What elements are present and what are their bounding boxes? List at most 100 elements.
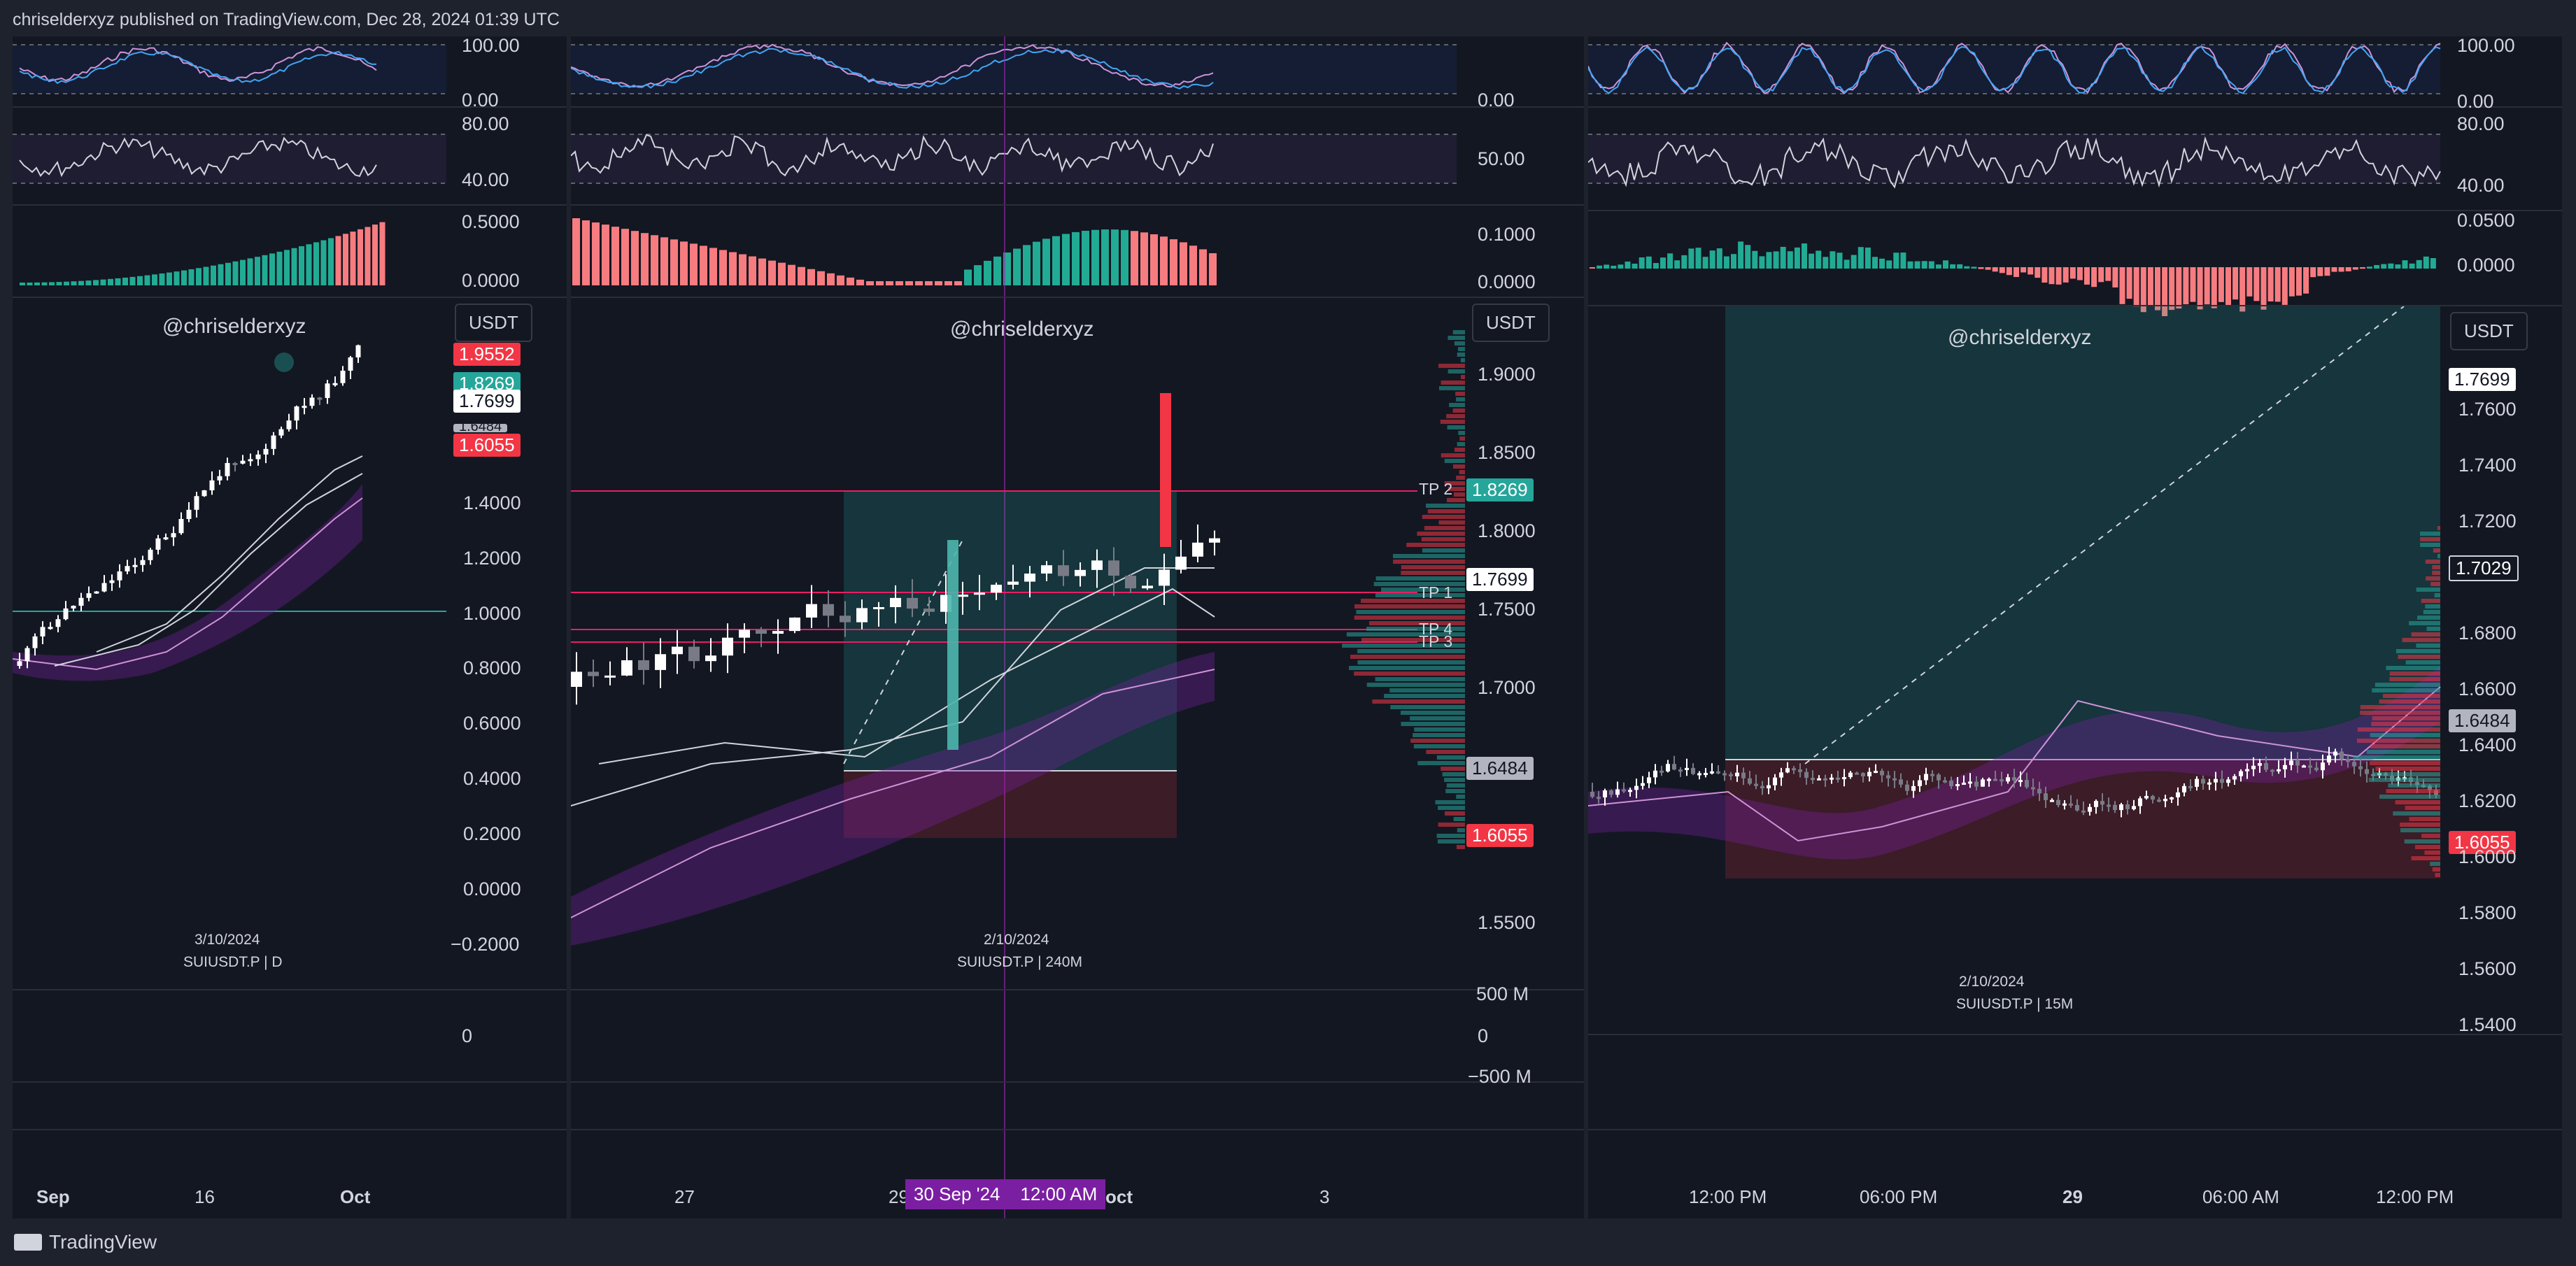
- stoch-band: [571, 45, 1457, 94]
- candle-body: [355, 345, 361, 357]
- chart-panel-240m[interactable]: 0.00 50.00 0.1000 0.0000 USDT @chriselde…: [571, 36, 1584, 1218]
- macd-histogram-bar: [100, 279, 106, 285]
- macd-histogram-bar: [1830, 251, 1836, 269]
- candle-body: [1609, 790, 1613, 795]
- macd-histogram-bar: [93, 280, 99, 285]
- tradingview-brand[interactable]: TradingView: [14, 1231, 157, 1253]
- macd-histogram-bar: [335, 236, 341, 285]
- volume-profile-bar: [2393, 811, 2440, 816]
- candle-body: [1647, 777, 1651, 783]
- macd-histogram-bar: [276, 251, 283, 285]
- macd-histogram-bar: [1837, 253, 1843, 269]
- price-tag-entry: 1.6484: [453, 424, 508, 432]
- macd-histogram-bar: [1843, 259, 1850, 269]
- candle-body: [278, 429, 284, 436]
- macd-histogram-bar: [925, 281, 933, 285]
- candle-body: [1779, 772, 1783, 778]
- macd-histogram-bar: [1900, 253, 1906, 269]
- macd-histogram-bar: [2367, 266, 2372, 269]
- volume-profile-bar: [2379, 699, 2440, 704]
- volume-profile-bar: [2416, 588, 2440, 592]
- macd-histogram-bar: [181, 270, 187, 285]
- macd-histogram-bar: [2098, 267, 2104, 283]
- currency-button[interactable]: USDT: [2450, 312, 2528, 350]
- rsi-line: [19, 136, 377, 178]
- highlight-candle: [947, 540, 958, 750]
- rsi-axis-mid: 50.00: [1478, 148, 1525, 169]
- macd-histogram-bar: [1632, 263, 1638, 269]
- crosshair-time-label: 30 Sep '24 12:00 AM: [905, 1179, 1106, 1209]
- candle-body: [1659, 770, 1664, 773]
- ma-line: [54, 473, 363, 667]
- macd-axis-top: 0.0500: [2457, 210, 2515, 231]
- macd-histogram-bar: [1950, 264, 1956, 269]
- candle-body: [1058, 565, 1069, 576]
- ma-line: [96, 455, 363, 653]
- volume-profile-bar: [2370, 744, 2440, 748]
- price-axis-label: 1.6400: [2458, 734, 2517, 755]
- macd-histogram-bar: [343, 234, 348, 285]
- volume-profile-bar: [2353, 755, 2440, 760]
- candle-body: [1597, 797, 1601, 799]
- time-axis-label: oct: [1105, 1186, 1133, 1207]
- macd-histogram-bar: [122, 277, 128, 285]
- candle-body: [1949, 780, 1953, 787]
- volume-profile-bar: [1453, 817, 1465, 821]
- volume-axis-zero: 0: [462, 1025, 473, 1046]
- macd-histogram-bar: [641, 233, 649, 285]
- macd-histogram-bar: [2176, 267, 2182, 309]
- macd-histogram-bar: [211, 265, 216, 285]
- candle-body: [772, 631, 784, 634]
- stoch-d-line: [1588, 45, 2441, 94]
- chart-panel-daily[interactable]: 100.00 0.00 80.00 40.00 0.5000 0.0000 US…: [13, 36, 567, 1218]
- macd-histogram-bar: [2253, 267, 2260, 301]
- candle-body: [1710, 771, 1714, 774]
- price-axis-label: 0.6000: [463, 713, 521, 734]
- volume-profile-bar: [1458, 431, 1465, 435]
- candle-body: [1968, 781, 1972, 784]
- candle-body: [2365, 769, 2369, 774]
- price-axis-label: 1.7400: [2458, 455, 2517, 476]
- macd-histogram-bar: [1864, 247, 1871, 269]
- volume-profile-bar: [1375, 593, 1465, 597]
- chart-panel-15m[interactable]: 100.00 0.00 80.00 40.00 0.0500 0.0000 US…: [1588, 36, 2562, 1218]
- macd-histogram-bar: [2014, 267, 2019, 278]
- macd-histogram-bar: [2084, 267, 2090, 285]
- snapshot-date: 3/10/2024: [194, 932, 260, 948]
- macd-histogram-bar: [2041, 267, 2048, 283]
- candle-body: [1811, 778, 1815, 781]
- currency-button[interactable]: USDT: [455, 304, 532, 342]
- candle-body: [1041, 565, 1052, 574]
- candle-body: [1125, 576, 1136, 589]
- macd-histogram-bar: [1072, 232, 1080, 285]
- macd-histogram-bar: [1759, 256, 1765, 269]
- volume-profile-bar: [2425, 560, 2440, 564]
- ema-cloud: [571, 652, 1215, 946]
- volume-profile-bar: [1456, 397, 1465, 401]
- tp3-label: TP 3: [1419, 632, 1453, 650]
- volume-profile-bar: [1414, 727, 1465, 732]
- volume-profile-bar: [1446, 783, 1465, 788]
- candle-body: [571, 671, 582, 687]
- macd-histogram-bar: [1957, 264, 1963, 269]
- macd-histogram-bar: [2239, 267, 2246, 312]
- candle-body: [1830, 777, 1834, 780]
- price-tag-stop: 1.6055: [453, 434, 521, 457]
- rsi-axis-bottom: 40.00: [2457, 175, 2505, 196]
- currency-button[interactable]: USDT: [1472, 304, 1550, 342]
- volume-profile-bar: [1441, 453, 1465, 457]
- watermark: @chriselderxyz: [950, 318, 1094, 341]
- candle-body: [248, 459, 253, 462]
- candle-body: [2081, 810, 2086, 813]
- macd-histogram-bar: [291, 248, 297, 285]
- candle-body: [1836, 777, 1840, 780]
- volume-profile-bar: [2388, 783, 2440, 788]
- volume-profile-bar: [1454, 448, 1465, 452]
- price-tag-entry: 1.6484: [2449, 709, 2516, 732]
- volume-profile-bar: [1437, 839, 1465, 844]
- macd-histogram-bar: [1731, 254, 1736, 269]
- volume-profile-bar: [2417, 616, 2440, 620]
- volume-profile-bar: [1356, 610, 1465, 614]
- candle-body: [2107, 804, 2111, 807]
- macd-histogram-bar: [2021, 267, 2027, 273]
